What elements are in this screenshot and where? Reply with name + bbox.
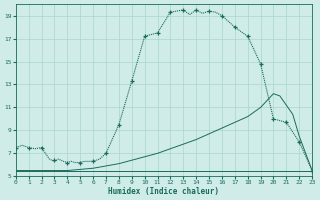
X-axis label: Humidex (Indice chaleur): Humidex (Indice chaleur) [108,187,220,196]
